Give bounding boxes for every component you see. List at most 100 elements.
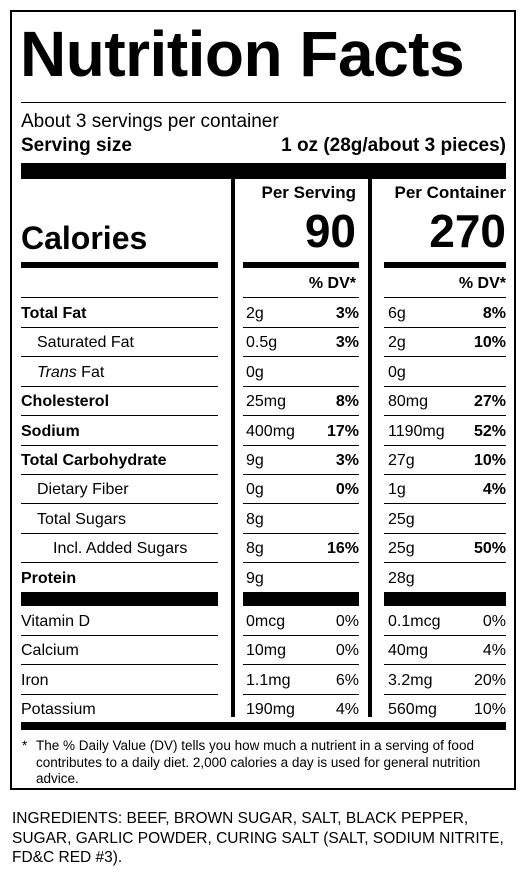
dv-header-serving: % DV* [308, 275, 356, 292]
row-rule [243, 693, 359, 695]
serving-daily-value: 3% [335, 452, 359, 469]
serving-amount: 25mg [246, 393, 287, 411]
nutrient-name: Cholesterol [21, 393, 110, 411]
serving-daily-value: 17% [326, 422, 359, 440]
calories-per-container: 270 [429, 205, 506, 257]
row-rule [243, 385, 359, 387]
container-daily-value: 8% [482, 305, 506, 322]
row-rule [243, 635, 359, 636]
container-daily-value: 10% [473, 452, 506, 469]
serving-amount: 400mg [246, 422, 295, 440]
thick-rule-bottom [21, 722, 506, 730]
nutrient-name: Sodium [21, 422, 80, 440]
ingredients-list: INGREDIENTS: BEEF, BROWN SUGAR, SALT, BL… [12, 810, 504, 866]
calories-per-serving: 90 [304, 205, 356, 257]
container-amount: 25g [388, 540, 415, 558]
serving-amount: 10mg [246, 642, 287, 660]
row-rule [243, 474, 359, 475]
row-rule [243, 532, 359, 534]
row-rule [21, 635, 218, 636]
row-rule [384, 415, 506, 417]
container-daily-value: 52% [473, 422, 506, 440]
container-daily-value: 4% [482, 642, 506, 660]
container-amount: 40mg [388, 642, 429, 660]
nutrient-name: Saturated Fat [37, 334, 134, 352]
row-rule [384, 297, 506, 298]
serving-amount: 0g [246, 363, 264, 381]
container-amount: 6g [388, 305, 406, 322]
nutrient-name: Incl. Added Sugars [53, 540, 188, 558]
serving-size-value: 1 oz (28g/about 3 pieces) [281, 135, 506, 156]
serving-daily-value: 8% [335, 393, 359, 411]
thick-rule-vitamins-left [21, 592, 218, 606]
serving-amount: 0g [246, 481, 264, 499]
row-rule [21, 562, 218, 564]
serving-daily-value: 3% [335, 305, 359, 322]
vitamin-name: Iron [21, 671, 49, 689]
nutrient-name-italic: Trans [37, 363, 77, 381]
container-daily-value: 10% [473, 700, 506, 718]
nutrient-name: Total Fat [21, 305, 87, 322]
container-amount: 1190mg [388, 422, 445, 440]
container-amount: 0g [388, 363, 406, 381]
row-rule [384, 385, 506, 387]
row-rule [384, 664, 506, 666]
nutrient-name: Trans Fat [37, 363, 104, 381]
row-rule [21, 474, 218, 475]
container-daily-value: 4% [482, 481, 506, 499]
container-amount: 28g [388, 569, 415, 587]
calories-label: Calories [21, 220, 148, 256]
row-rule [384, 503, 506, 505]
nutrient-name: Protein [21, 569, 77, 587]
calories-rule-left [21, 262, 218, 268]
row-rule [243, 356, 359, 358]
thick-rule-top [21, 163, 506, 179]
per-serving-header: Per Serving [261, 183, 357, 202]
container-amount: 3.2mg [388, 671, 433, 689]
row-rule [384, 635, 506, 636]
row-rule [243, 444, 359, 446]
thick-rule-vitamins-right [384, 592, 506, 606]
serving-size-label: Serving size [21, 135, 132, 156]
container-amount: 80mg [388, 393, 429, 411]
serving-amount: 1.1mg [246, 671, 291, 689]
serving-daily-value: 3% [335, 334, 359, 352]
title-rule [21, 102, 506, 103]
container-amount: 27g [388, 452, 415, 469]
row-rule [21, 693, 218, 695]
row-rule [21, 532, 218, 534]
row-rule [21, 664, 218, 666]
serving-amount: 0mcg [246, 613, 286, 630]
serving-daily-value: 4% [335, 700, 359, 718]
row-rule [384, 693, 506, 695]
servings-per-container: About 3 servings per container [21, 111, 279, 132]
serving-amount: 190mg [246, 700, 295, 718]
thick-rule-vitamins-mid [243, 592, 359, 606]
vitamin-name: Potassium [21, 700, 96, 718]
container-amount: 2g [388, 334, 406, 352]
row-rule [243, 562, 359, 564]
column-divider-left [231, 179, 235, 717]
footnote: * The % Daily Value (DV) tells you how m… [22, 738, 510, 788]
row-rule [384, 444, 506, 446]
row-rule [384, 532, 506, 534]
row-rule [21, 503, 218, 505]
nutrient-name: Dietary Fiber [37, 481, 129, 499]
serving-amount: 9g [246, 569, 264, 587]
row-rule [384, 562, 506, 564]
container-amount: 0.1mcg [388, 613, 441, 630]
serving-daily-value: 6% [335, 671, 359, 689]
vitamin-name: Vitamin D [21, 613, 91, 630]
container-daily-value: 0% [482, 613, 506, 630]
serving-amount: 2g [246, 305, 264, 322]
row-rule [243, 503, 359, 505]
row-rule [243, 664, 359, 666]
container-amount: 1g [388, 481, 406, 499]
serving-amount: 9g [246, 452, 264, 469]
nutrient-name: Total Sugars [37, 510, 126, 528]
row-rule [21, 415, 218, 417]
row-rule [243, 327, 359, 328]
container-daily-value: 50% [473, 540, 506, 558]
column-divider-right [368, 179, 372, 717]
dv-header-container: % DV* [458, 275, 506, 292]
